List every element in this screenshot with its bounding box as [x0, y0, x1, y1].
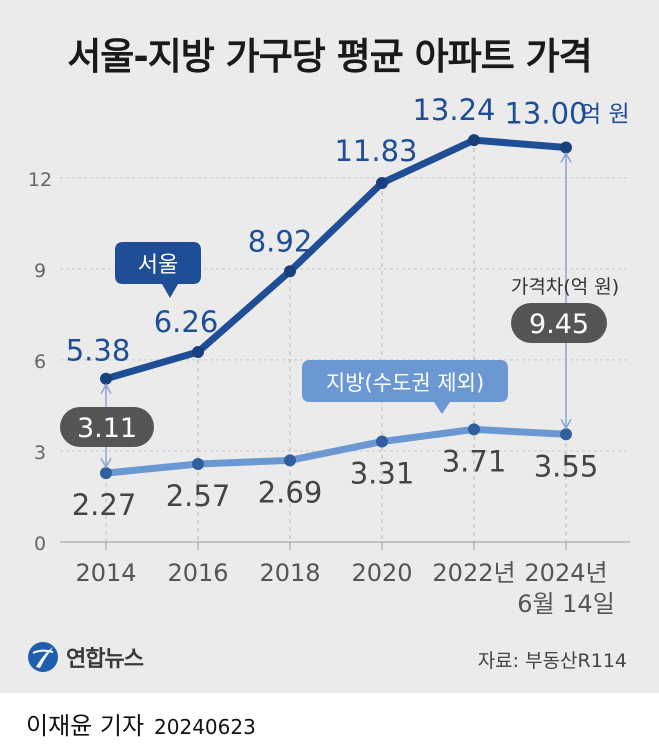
gap-2024-caption: 가격차(억 원) — [511, 276, 619, 298]
byline-author: 이재윤 기자 — [26, 712, 144, 740]
region-point-5 — [560, 428, 572, 440]
region-value-label-1: 2.57 — [166, 479, 231, 513]
region-series-name: 지방(수도권 제외) — [326, 371, 484, 395]
region-value-label-3: 3.31 — [350, 457, 415, 491]
yonhap-logo-text: 연합뉴스 — [66, 641, 143, 673]
seoul-value-label-3: 11.83 — [334, 134, 417, 168]
yonhap-globe-icon — [26, 640, 60, 674]
x-tick-note: 6월 14일 — [517, 590, 615, 618]
seoul-point-1 — [192, 346, 204, 358]
seoul-value-label-5: 13.00 — [504, 96, 587, 130]
byline: 이재윤 기자 20240623 — [26, 706, 256, 741]
y-tick-label-12: 12 — [28, 169, 52, 191]
x-tick-label-2: 2018 — [259, 559, 320, 587]
y-tick-label-6: 6 — [34, 351, 46, 373]
y-tick-label-3: 3 — [34, 442, 46, 464]
seoul-point-2 — [284, 265, 296, 277]
x-tick-label-0: 2014 — [75, 559, 136, 587]
seoul-point-3 — [376, 177, 388, 189]
seoul-point-4 — [468, 134, 480, 146]
seoul-point-0 — [100, 373, 112, 385]
y-tick-label-0: 0 — [34, 533, 46, 555]
line-chart: 0 3 6 9 12 2014 2016 2018 2020 2022년 2024년 6월 14일 5… — [0, 0, 659, 640]
seoul-series-name: 서울 — [138, 253, 178, 278]
region-value-label-2: 2.69 — [258, 475, 323, 509]
region-point-3 — [376, 436, 388, 448]
seoul-unit-label: 억 원 — [580, 101, 630, 127]
seoul-value-label-0: 5.38 — [66, 334, 131, 368]
region-point-4 — [468, 423, 480, 435]
x-tick-label-1: 2016 — [167, 559, 228, 587]
seoul-value-label-2: 8.92 — [248, 224, 313, 258]
x-tick-label-5: 2024년 — [524, 559, 607, 587]
seoul-value-label-4: 13.24 — [412, 93, 495, 127]
byline-date: 20240623 — [154, 715, 256, 739]
region-point-1 — [192, 458, 204, 470]
source-note: 자료: 부동산R114 — [478, 646, 627, 673]
seoul-point-5 — [560, 141, 572, 153]
region-point-2 — [284, 454, 296, 466]
region-value-label-4: 3.71 — [442, 444, 507, 478]
x-tick-label-3: 2020 — [351, 559, 412, 587]
region-value-label-0: 2.27 — [72, 488, 137, 522]
gap-2024-value: 9.45 — [529, 309, 589, 340]
yonhap-logo: 연합뉴스 — [26, 640, 143, 674]
seoul-value-label-1: 6.26 — [154, 305, 219, 339]
y-tick-label-9: 9 — [34, 260, 46, 282]
region-point-0 — [100, 467, 112, 479]
x-tick-label-4: 2022년 — [432, 559, 515, 587]
gap-2014-value: 3.11 — [77, 413, 137, 444]
region-value-label-5: 3.55 — [534, 449, 599, 483]
